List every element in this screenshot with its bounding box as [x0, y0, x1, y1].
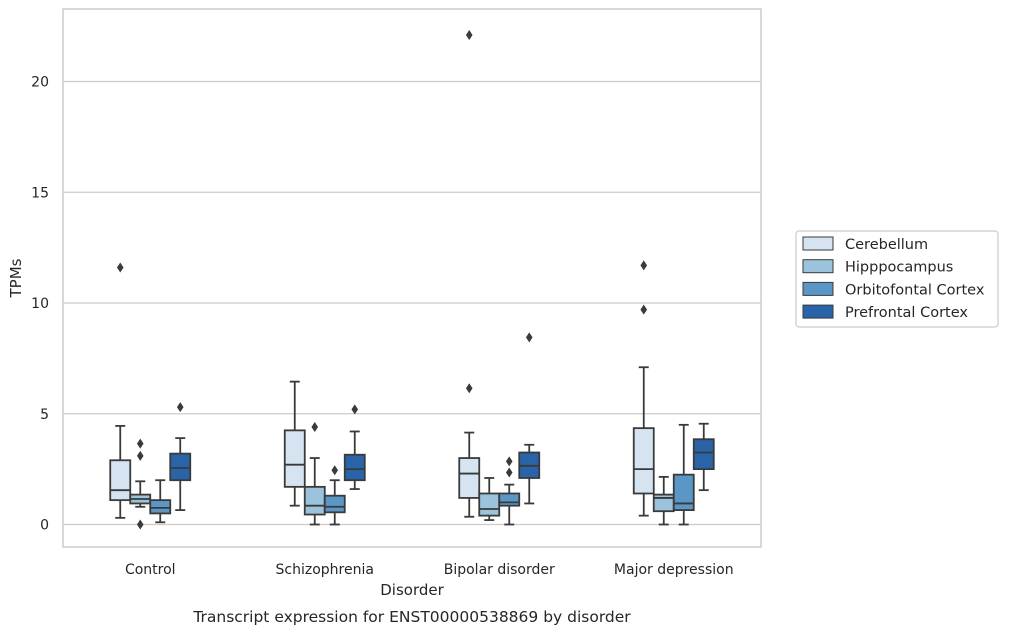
box-group — [498, 456, 521, 526]
outlier-point — [465, 383, 473, 394]
outlier-point — [351, 404, 359, 415]
legend-frame — [795, 230, 999, 328]
x-tick-labels: Control Schizophrenia Bipolar disorder Majo… — [125, 562, 734, 578]
legend-label: Hipppocampus — [845, 260, 953, 276]
outlier-point — [311, 422, 319, 433]
legend-label: Prefrontal Cortex — [845, 305, 968, 321]
y-axis-label: TPMs — [7, 258, 25, 298]
outlier-point — [505, 467, 513, 478]
x-tick-label: Bipolar disorder — [444, 562, 555, 578]
outlier-point — [640, 304, 648, 315]
legend: Cerebellum Hipppocampus Orbitofontal Corte… — [795, 230, 999, 328]
box — [303, 485, 326, 516]
outlier-point — [136, 519, 144, 530]
y-tick-labels: 0 5 10 15 20 — [31, 75, 49, 534]
box-group — [672, 423, 695, 526]
box — [692, 438, 715, 471]
outlier-point — [116, 262, 124, 273]
box — [343, 453, 366, 482]
legend-swatch — [802, 259, 834, 274]
box-group — [129, 438, 152, 530]
y-tick-label: 15 — [31, 185, 49, 201]
legend-label: Cerebellum — [845, 237, 928, 253]
y-tick-label: 20 — [31, 75, 49, 91]
x-axis-label: Disorder — [380, 581, 444, 599]
box-group — [652, 475, 675, 526]
box-group — [632, 260, 655, 517]
box — [109, 459, 132, 502]
box-group — [458, 29, 481, 518]
box — [672, 473, 695, 512]
outlier-point — [505, 456, 513, 467]
x-tick-label: Control — [125, 562, 176, 578]
outlier-point — [136, 450, 144, 461]
y-tick-label: 0 — [40, 518, 49, 534]
box-group — [169, 402, 192, 512]
box-group — [149, 479, 172, 524]
outlier-point — [331, 465, 339, 476]
outlier-point — [640, 260, 648, 271]
x-tick-label: Schizophrenia — [276, 562, 374, 578]
box-marks — [109, 29, 715, 530]
box — [498, 492, 521, 507]
box-group — [283, 380, 306, 507]
legend-swatch — [802, 281, 834, 296]
gridlines — [63, 80, 761, 526]
box-group — [692, 422, 715, 492]
box — [632, 427, 655, 495]
y-tick-label: 10 — [31, 296, 49, 312]
box-group — [343, 404, 366, 490]
outlier-point — [525, 332, 533, 343]
outlier-point — [136, 438, 144, 449]
plot-frame — [62, 8, 762, 548]
box — [149, 499, 172, 515]
box — [169, 452, 192, 482]
box-group — [518, 332, 541, 505]
box — [458, 457, 481, 499]
legend-swatch — [802, 304, 834, 319]
legend-swatch — [802, 236, 834, 251]
outlier-point — [465, 29, 473, 40]
box — [283, 429, 306, 488]
x-tick-label: Major depression — [614, 562, 734, 578]
box — [323, 494, 346, 514]
box-group — [323, 465, 346, 526]
box-group — [109, 262, 132, 519]
outlier-point — [176, 402, 184, 413]
y-tick-label: 5 — [40, 407, 49, 423]
legend-label: Orbitofontal Cortex — [845, 282, 985, 298]
chart-caption: Transcript expression for ENST0000053886… — [192, 608, 631, 626]
box — [478, 492, 501, 517]
